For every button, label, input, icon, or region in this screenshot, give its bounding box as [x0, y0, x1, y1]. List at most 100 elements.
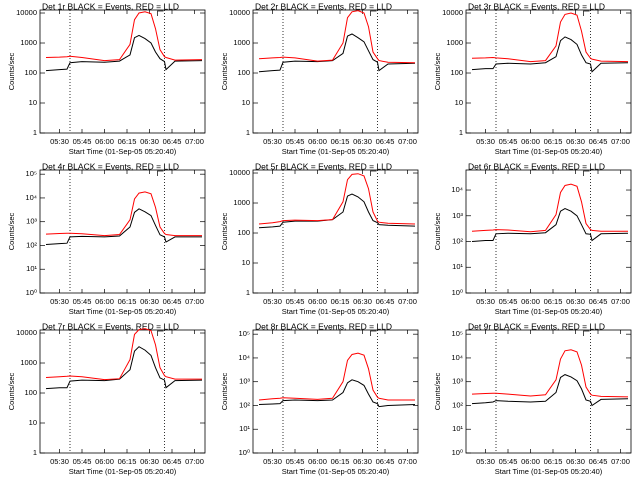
y-tick-label: 10³	[452, 377, 463, 386]
x-tick-label: 06:30	[353, 297, 372, 306]
x-tick-label: 06:45	[589, 137, 608, 146]
y-tick-label: 10⁴	[238, 353, 250, 362]
series-line	[258, 193, 416, 229]
x-tick-label: 06:15	[544, 297, 563, 306]
x-axis-label: Start Time (01-Sep-05 05:20:40)	[495, 147, 603, 156]
x-tick-label: 06:30	[566, 137, 585, 146]
y-tick-label: 100	[237, 68, 250, 77]
chart-title: Det 6r BLACK = Events, RED = LLD	[468, 161, 605, 171]
series-line	[471, 374, 629, 407]
x-tick-label: 06:45	[589, 457, 608, 466]
y-tick-label: 10⁴	[451, 185, 463, 194]
chart-title: Det 1r BLACK = Events, RED = LLD	[42, 1, 179, 11]
x-tick-label: 06:30	[140, 137, 159, 146]
marker-bracket	[370, 10, 377, 16]
y-tick-label: 1	[459, 128, 463, 137]
x-tick-label: 06:15	[118, 137, 137, 146]
series-line	[471, 36, 629, 73]
plot-frame	[252, 329, 419, 454]
y-tick-label: 10⁵	[26, 169, 37, 178]
x-tick-label: 06:30	[566, 457, 585, 466]
y-tick-label: 10⁰	[452, 288, 463, 297]
chart-title: Det 3r BLACK = Events, RED = LLD	[468, 1, 605, 11]
x-tick-label: 06:15	[331, 297, 350, 306]
series-line	[471, 183, 628, 233]
y-tick-label: 1	[246, 288, 250, 297]
y-axis-label: Counts/sec	[433, 212, 442, 250]
x-tick-label: 06:15	[544, 137, 563, 146]
y-tick-label: 10³	[452, 211, 463, 220]
y-tick-label: 1000	[446, 38, 463, 47]
series-line	[471, 12, 629, 63]
y-tick-label: 10	[242, 258, 250, 267]
x-tick-label: 05:45	[286, 457, 305, 466]
series-line	[45, 328, 202, 381]
x-tick-label: 05:30	[50, 137, 69, 146]
series-line	[45, 346, 203, 390]
y-tick-label: 10	[242, 98, 250, 107]
y-tick-label: 10⁵	[452, 329, 463, 338]
x-tick-label: 06:30	[140, 297, 159, 306]
plot-frame	[465, 9, 632, 134]
marker-bracket	[157, 330, 164, 336]
y-axis-label: Counts/sec	[7, 372, 16, 410]
x-axis-label: Start Time (01-Sep-05 05:20:40)	[69, 467, 177, 476]
x-tick-label: 06:00	[308, 297, 327, 306]
y-tick-label: 1	[33, 128, 37, 137]
x-tick-label: 06:15	[331, 457, 350, 466]
x-tick-label: 05:30	[476, 137, 495, 146]
y-tick-label: 10	[29, 418, 37, 427]
x-tick-label: 06:00	[521, 297, 540, 306]
x-tick-label: 05:30	[476, 297, 495, 306]
plot-frame	[39, 329, 206, 454]
chart-title: Det 9r BLACK = Events, RED = LLD	[468, 321, 605, 331]
marker-bracket	[157, 10, 164, 16]
y-tick-label: 10¹	[452, 424, 463, 433]
x-tick-label: 05:45	[286, 137, 305, 146]
x-tick-label: 06:45	[376, 457, 395, 466]
y-tick-label: 100	[237, 228, 250, 237]
x-tick-label: 05:30	[263, 137, 282, 146]
chart-title: Det 2r BLACK = Events, RED = LLD	[255, 1, 392, 11]
y-tick-label: 10²	[452, 400, 463, 409]
x-tick-label: 07:00	[398, 297, 417, 306]
marker-bracket	[583, 10, 590, 16]
y-axis-label: Counts/sec	[7, 212, 16, 250]
plot-frame	[39, 9, 206, 134]
x-tick-label: 06:45	[163, 457, 182, 466]
y-axis-label: Counts/sec	[220, 212, 229, 250]
y-tick-label: 10⁴	[451, 353, 463, 362]
y-axis-label: Counts/sec	[220, 52, 229, 90]
x-tick-label: 06:00	[521, 457, 540, 466]
chart-title: Det 7r BLACK = Events, RED = LLD	[42, 321, 179, 331]
y-tick-label: 10¹	[239, 424, 250, 433]
x-tick-label: 06:30	[353, 457, 372, 466]
y-tick-label: 1000	[233, 38, 250, 47]
x-tick-label: 05:30	[263, 297, 282, 306]
x-tick-label: 06:00	[308, 137, 327, 146]
series-line	[258, 10, 416, 64]
x-tick-label: 07:00	[185, 457, 204, 466]
plot-frame	[465, 329, 632, 454]
y-axis-label: Counts/sec	[433, 52, 442, 90]
x-tick-label: 07:00	[185, 137, 204, 146]
x-tick-label: 06:00	[308, 457, 327, 466]
x-tick-label: 07:00	[398, 137, 417, 146]
marker-bracket	[583, 170, 590, 176]
y-tick-label: 10²	[452, 237, 463, 246]
x-tick-label: 05:45	[499, 457, 518, 466]
series-line	[258, 379, 416, 408]
x-tick-label: 07:00	[185, 297, 204, 306]
x-tick-label: 06:30	[353, 137, 372, 146]
y-tick-label: 10⁴	[25, 193, 37, 202]
y-tick-label: 10⁰	[452, 448, 463, 457]
x-axis-label: Start Time (01-Sep-05 05:20:40)	[282, 307, 390, 316]
x-tick-label: 06:00	[95, 457, 114, 466]
y-tick-label: 10³	[26, 217, 37, 226]
series-line	[45, 11, 203, 62]
x-tick-label: 05:30	[476, 457, 495, 466]
x-tick-label: 06:15	[118, 297, 137, 306]
series-line	[45, 191, 202, 237]
x-tick-label: 06:30	[140, 457, 159, 466]
x-tick-label: 07:00	[611, 297, 630, 306]
